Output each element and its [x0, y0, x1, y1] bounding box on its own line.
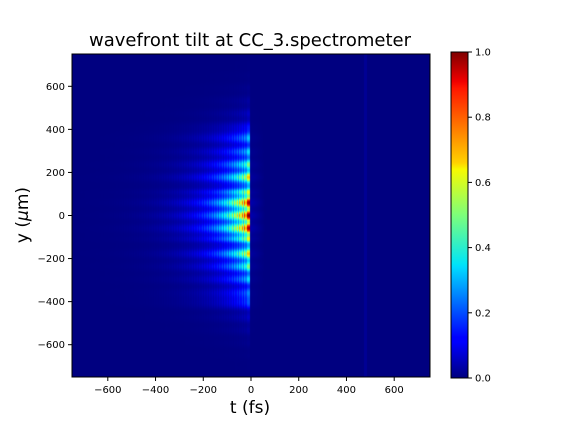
y-tick-label: −600	[38, 340, 65, 351]
x-tick-label: 600	[385, 385, 404, 396]
y-axis-label: y (μm)	[13, 187, 33, 243]
y-axis: 600 400 200 0 −200 −400 −600	[38, 82, 72, 351]
colorbar-tick-label: 1.0	[475, 48, 491, 59]
y-tick-label: 400	[46, 125, 65, 136]
x-tick-label: −200	[190, 385, 217, 396]
x-tick-label: 200	[289, 385, 308, 396]
y-axis-label-mu: μ	[13, 210, 33, 222]
colorbar-ticks: 1.0 0.8 0.6 0.4 0.2 0.0	[468, 48, 491, 385]
colorbar-gradient	[451, 52, 468, 378]
heatmap-image	[72, 54, 430, 377]
colorbar: 1.0 0.8 0.6 0.4 0.2 0.0	[450, 48, 491, 385]
colorbar-tick-label: 0.2	[475, 308, 491, 319]
y-tick-label: 0	[59, 211, 65, 222]
y-axis-label-suffix: m)	[13, 187, 33, 210]
x-tick-label: 400	[337, 385, 356, 396]
colorbar-frame	[450, 51, 469, 379]
y-axis-label-prefix: y (	[13, 221, 33, 243]
colorbar-tick-label: 0.6	[475, 178, 491, 189]
colorbar-tick-label: 0.8	[475, 113, 491, 124]
y-tick-label: 200	[46, 168, 65, 179]
x-tick-label: −400	[142, 385, 169, 396]
y-tick-label: −200	[38, 254, 65, 265]
colorbar-tick-label: 0.4	[475, 243, 491, 254]
y-tick-label: 600	[46, 82, 65, 93]
heatmap-plot-area	[71, 53, 431, 378]
colorbar-tick-label: 0.0	[475, 374, 491, 385]
y-tick-label: −400	[38, 297, 65, 308]
chart-title: wavefront tilt at CC_3.spectrometer	[89, 30, 412, 51]
x-tick-label: −600	[94, 385, 121, 396]
x-tick-label: 0	[248, 385, 254, 396]
x-axis: −600 −400 −200 0 200 400 600	[94, 377, 404, 396]
x-axis-label: t (fs)	[230, 398, 270, 418]
